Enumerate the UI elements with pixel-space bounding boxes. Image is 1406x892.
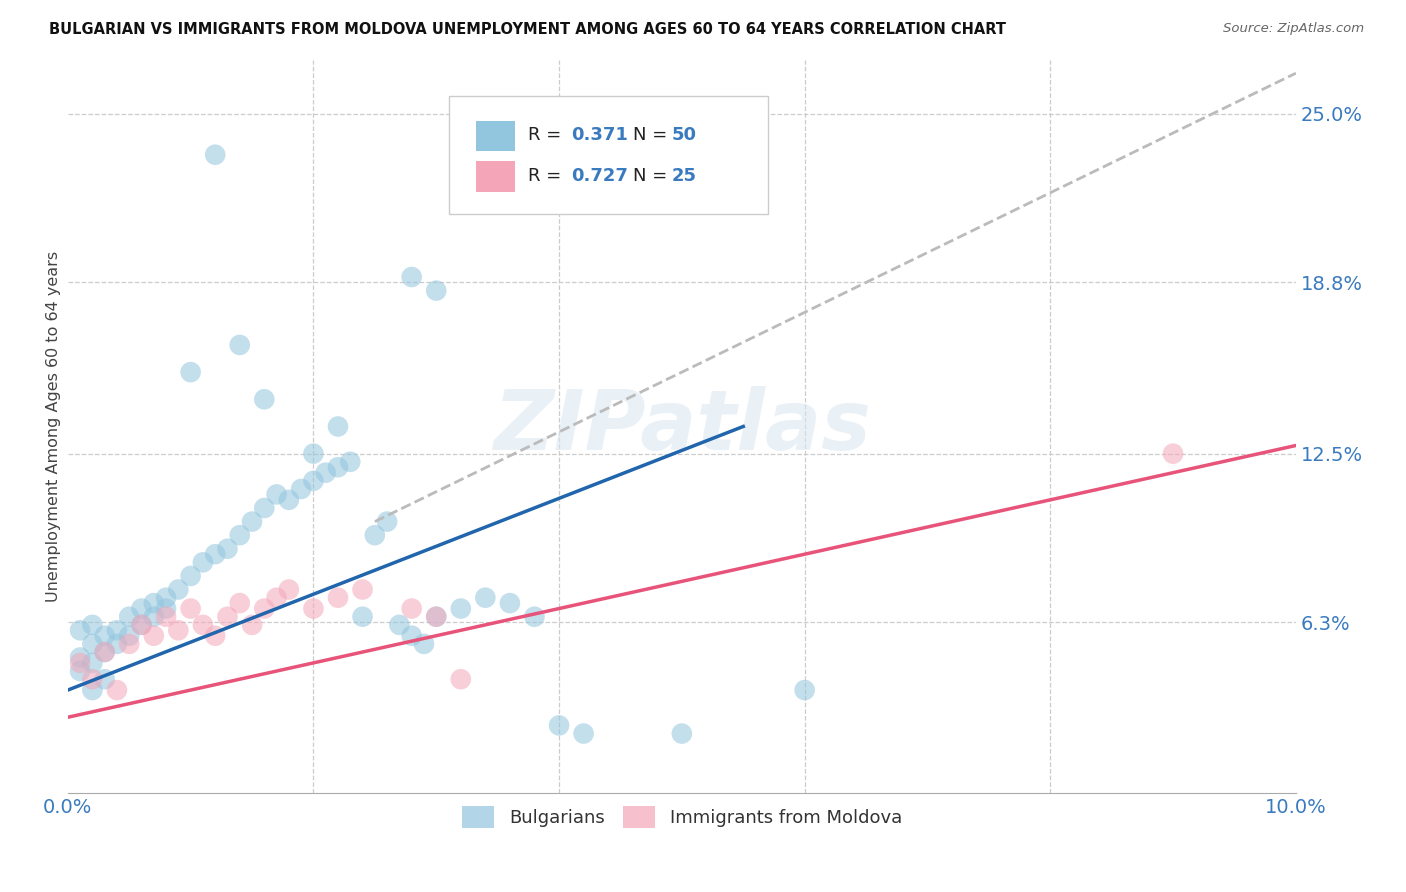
Point bbox=[425, 284, 447, 298]
Legend: Bulgarians, Immigrants from Moldova: Bulgarians, Immigrants from Moldova bbox=[454, 799, 910, 836]
Point bbox=[204, 629, 226, 643]
Point bbox=[326, 460, 349, 475]
Point bbox=[155, 609, 177, 624]
Text: N =: N = bbox=[633, 167, 666, 185]
Point bbox=[191, 618, 214, 632]
Point bbox=[204, 147, 226, 161]
Point bbox=[118, 629, 141, 643]
Point bbox=[131, 601, 153, 615]
Point bbox=[93, 645, 115, 659]
Point bbox=[69, 664, 91, 678]
Point bbox=[401, 629, 423, 643]
Point bbox=[474, 591, 496, 605]
Point bbox=[82, 656, 104, 670]
Point bbox=[352, 582, 374, 597]
Point bbox=[548, 718, 571, 732]
Point bbox=[425, 609, 447, 624]
Point bbox=[364, 528, 387, 542]
Point bbox=[523, 609, 546, 624]
Point bbox=[93, 629, 115, 643]
Point bbox=[167, 624, 190, 638]
FancyBboxPatch shape bbox=[475, 120, 515, 152]
Point bbox=[118, 609, 141, 624]
Text: 25: 25 bbox=[672, 167, 697, 185]
Point bbox=[671, 726, 693, 740]
Point bbox=[277, 492, 299, 507]
Point bbox=[413, 637, 436, 651]
Point bbox=[302, 474, 325, 488]
Point bbox=[105, 624, 128, 638]
Text: BULGARIAN VS IMMIGRANTS FROM MOLDOVA UNEMPLOYMENT AMONG AGES 60 TO 64 YEARS CORR: BULGARIAN VS IMMIGRANTS FROM MOLDOVA UNE… bbox=[49, 22, 1007, 37]
Point bbox=[229, 596, 252, 610]
Text: 50: 50 bbox=[672, 126, 697, 145]
Point bbox=[82, 618, 104, 632]
Point bbox=[425, 609, 447, 624]
Point bbox=[93, 672, 115, 686]
Point bbox=[253, 392, 276, 407]
Point bbox=[93, 645, 115, 659]
Point bbox=[155, 601, 177, 615]
Text: Source: ZipAtlas.com: Source: ZipAtlas.com bbox=[1223, 22, 1364, 36]
Point bbox=[240, 618, 263, 632]
Point bbox=[82, 683, 104, 698]
Point bbox=[326, 591, 349, 605]
Point bbox=[401, 601, 423, 615]
Point bbox=[302, 601, 325, 615]
Point bbox=[155, 591, 177, 605]
Point bbox=[217, 541, 239, 556]
Point bbox=[302, 447, 325, 461]
Point bbox=[499, 596, 522, 610]
Point bbox=[266, 487, 288, 501]
Point bbox=[253, 601, 276, 615]
Point bbox=[180, 365, 202, 379]
Point bbox=[401, 270, 423, 285]
Point bbox=[82, 672, 104, 686]
Point bbox=[131, 618, 153, 632]
Point bbox=[253, 501, 276, 516]
Text: 0.727: 0.727 bbox=[571, 167, 628, 185]
Point bbox=[204, 547, 226, 561]
Point bbox=[69, 650, 91, 665]
Text: R =: R = bbox=[529, 126, 561, 145]
Point bbox=[793, 683, 815, 698]
Point bbox=[352, 609, 374, 624]
Point bbox=[142, 609, 165, 624]
Point bbox=[105, 637, 128, 651]
FancyBboxPatch shape bbox=[475, 161, 515, 192]
Point bbox=[69, 624, 91, 638]
Point bbox=[266, 591, 288, 605]
Point bbox=[229, 528, 252, 542]
Point bbox=[69, 656, 91, 670]
Point bbox=[142, 596, 165, 610]
Point bbox=[388, 618, 411, 632]
Point bbox=[572, 726, 595, 740]
Point bbox=[375, 515, 398, 529]
Text: 0.371: 0.371 bbox=[571, 126, 628, 145]
Text: N =: N = bbox=[633, 126, 666, 145]
Point bbox=[105, 683, 128, 698]
Point bbox=[131, 618, 153, 632]
Point bbox=[191, 555, 214, 569]
Point bbox=[1161, 447, 1184, 461]
Y-axis label: Unemployment Among Ages 60 to 64 years: Unemployment Among Ages 60 to 64 years bbox=[46, 251, 62, 602]
Point bbox=[339, 455, 361, 469]
Point bbox=[217, 609, 239, 624]
FancyBboxPatch shape bbox=[449, 96, 768, 214]
Point bbox=[290, 482, 312, 496]
Point bbox=[142, 629, 165, 643]
Point bbox=[180, 569, 202, 583]
Point bbox=[118, 637, 141, 651]
Point bbox=[450, 672, 472, 686]
Point bbox=[229, 338, 252, 352]
Point bbox=[167, 582, 190, 597]
Text: ZIPatlas: ZIPatlas bbox=[494, 386, 870, 467]
Point bbox=[180, 601, 202, 615]
Point bbox=[240, 515, 263, 529]
Point bbox=[326, 419, 349, 434]
Point bbox=[450, 601, 472, 615]
Text: R =: R = bbox=[529, 167, 561, 185]
Point bbox=[315, 466, 337, 480]
Point bbox=[82, 637, 104, 651]
Point bbox=[277, 582, 299, 597]
